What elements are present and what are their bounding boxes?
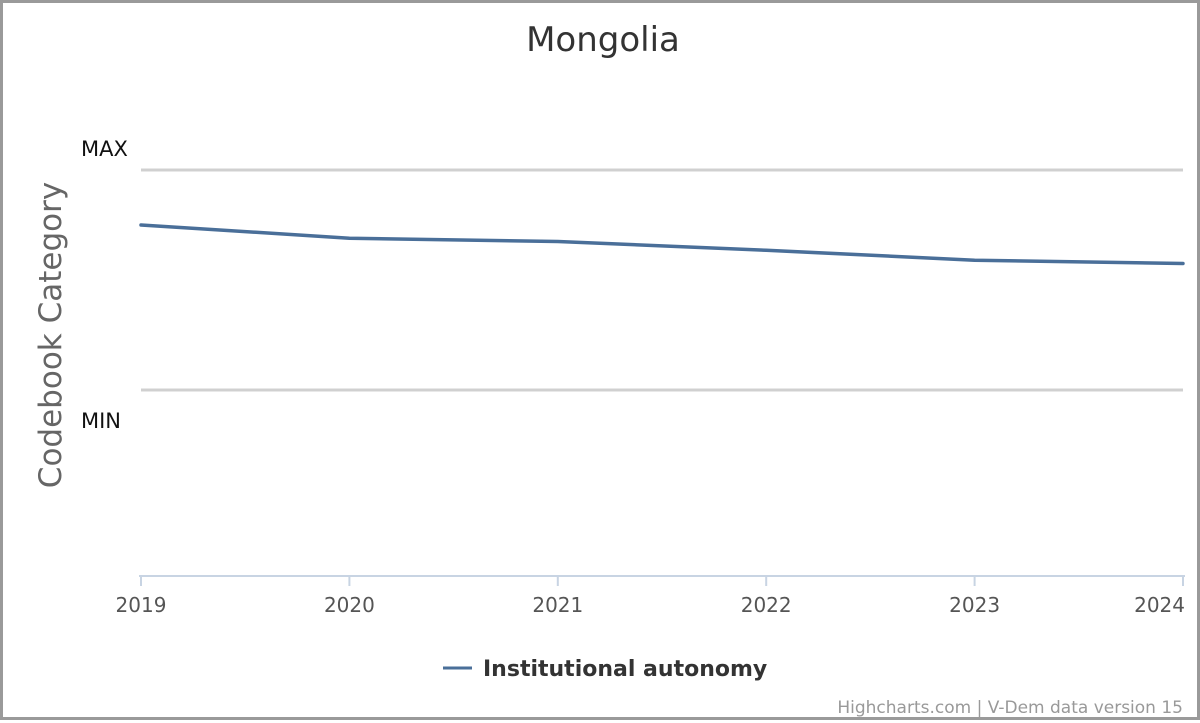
data-point[interactable] — [552, 236, 564, 248]
x-tick-label: 2020 — [324, 593, 375, 617]
band-label-max: MAX — [81, 137, 128, 161]
x-tick-label: 2023 — [949, 593, 1000, 617]
data-point[interactable] — [1177, 258, 1189, 270]
band-labels: MAX MIN — [81, 137, 128, 433]
x-tick-label: 2021 — [532, 593, 583, 617]
x-axis: 2019 2020 2021 2022 2023 2024 — [116, 575, 1185, 617]
data-point[interactable] — [969, 254, 981, 266]
band-label-min: MIN — [81, 409, 121, 433]
legend[interactable]: Institutional autonomy — [443, 657, 767, 682]
chart-title: Mongolia — [526, 20, 680, 60]
y-axis-label: Codebook Category — [33, 182, 69, 488]
data-point[interactable] — [135, 219, 147, 231]
data-point[interactable] — [343, 232, 355, 244]
series-line-institutional-autonomy[interactable] — [139, 223, 1185, 266]
series-group — [135, 219, 1189, 270]
data-point[interactable] — [760, 244, 772, 256]
grid-lines — [141, 168, 1183, 392]
x-tick-label: 2019 — [116, 593, 167, 617]
x-tick-label: 2024 — [1134, 593, 1185, 617]
credits-link[interactable]: Highcharts.com | V-Dem data version 15 — [837, 698, 1183, 718]
legend-item-institutional-autonomy[interactable]: Institutional autonomy — [483, 657, 767, 682]
x-tick-label: 2022 — [741, 593, 792, 617]
